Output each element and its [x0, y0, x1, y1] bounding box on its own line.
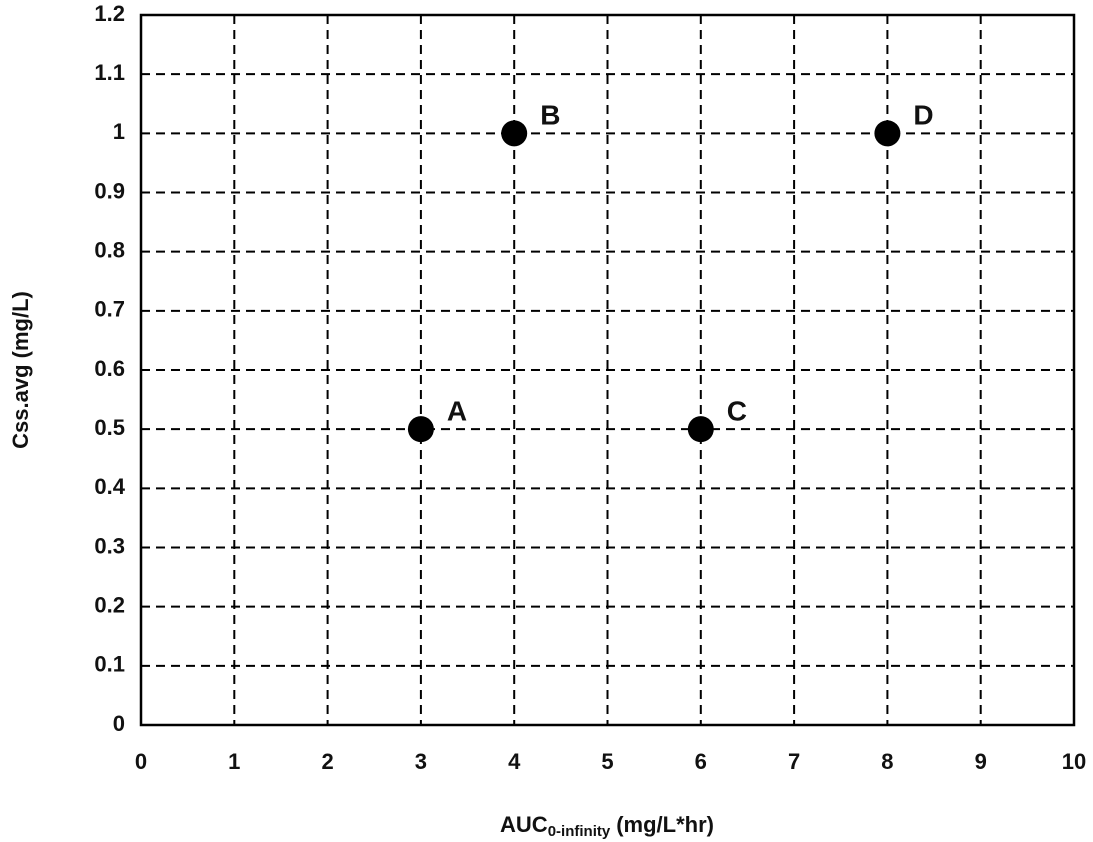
x-axis-label: AUC0-infinity (mg/L*hr): [500, 812, 714, 840]
x-axis-label-unit: (mg/L*hr): [616, 812, 714, 837]
x-tick-label: 5: [601, 749, 613, 774]
x-axis-label-sub: 0-infinity: [548, 823, 611, 840]
y-tick-label: 0.7: [94, 297, 125, 322]
point-label: C: [727, 396, 747, 427]
point-label: B: [540, 100, 560, 131]
x-tick-label: 1: [228, 749, 240, 774]
x-tick-label: 10: [1062, 749, 1086, 774]
y-tick-label: 0.9: [94, 178, 125, 203]
y-tick-label: 0: [113, 711, 125, 736]
y-tick-label: 0.1: [94, 652, 125, 677]
y-tick-label: 0.5: [94, 415, 125, 440]
x-tick-label: 3: [415, 749, 427, 774]
y-tick-label: 0.3: [94, 533, 125, 558]
point-label: D: [913, 100, 933, 131]
x-tick-label: 4: [508, 749, 521, 774]
y-tick-label: 0.8: [94, 237, 125, 262]
y-tick-label: 1.1: [94, 60, 125, 85]
x-tick-label: 8: [881, 749, 893, 774]
point: [501, 120, 528, 147]
y-tick-label: 0.2: [94, 592, 125, 617]
point: [407, 416, 434, 443]
y-tick-label: 0.4: [94, 474, 125, 499]
x-tick-label: 7: [788, 749, 800, 774]
point: [874, 120, 901, 147]
y-tick-label: 0.6: [94, 356, 125, 381]
plot-frame: [139, 13, 1076, 727]
y-axis-label: Css.avg (mg/L): [8, 291, 33, 449]
y-tick-label: 1.2: [94, 1, 125, 26]
x-tick-label: 0: [135, 749, 147, 774]
point-label: A: [447, 396, 467, 427]
x-tick-label: 6: [695, 749, 707, 774]
y-tick-label: 1: [113, 119, 125, 144]
x-tick-label: 2: [321, 749, 333, 774]
x-tick-label: 9: [975, 749, 987, 774]
point: [687, 416, 714, 443]
x-axis-label-main: AUC: [500, 812, 548, 837]
